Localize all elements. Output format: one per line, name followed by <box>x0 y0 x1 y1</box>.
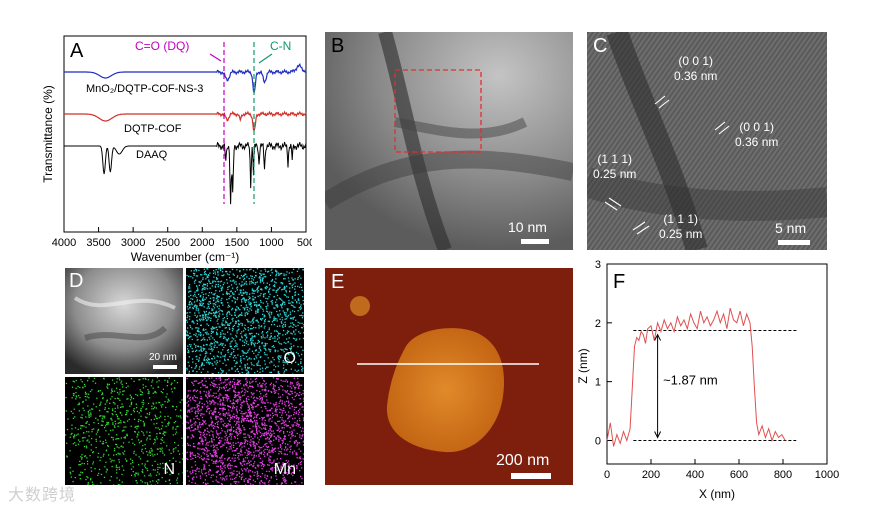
scale-label-b: 10 nm <box>508 219 547 235</box>
series-label-daaq: DAAQ <box>136 149 168 161</box>
x-tick-label: 600 <box>730 469 748 481</box>
lattice-d-3: 0.25 nm <box>593 167 637 181</box>
panel-a-ylabel: Transmittance (%) <box>41 85 55 183</box>
lattice-d-1: 0.36 nm <box>674 69 718 83</box>
lattice-d-4: 0.25 nm <box>659 227 703 241</box>
arrow-head-up <box>654 333 662 341</box>
scale-bar <box>153 365 177 369</box>
scale-bar <box>521 239 549 244</box>
y-tick-label: 1 <box>595 377 601 389</box>
lattice-markers <box>604 95 730 235</box>
panel-label-b: B <box>331 35 345 57</box>
height-annotation: ~1.87 nm <box>663 373 718 388</box>
map-label-n: N <box>163 461 175 478</box>
panel-f-frame <box>606 263 828 465</box>
x-tick-label: 2000 <box>190 237 214 249</box>
lattice-plane-1: (0 0 1) <box>678 54 714 68</box>
x-tick-label: 800 <box>774 469 792 481</box>
lattice-plane-4: (1 1 1) <box>663 212 699 226</box>
panel-b-tem-image: B 10 nm <box>325 32 573 250</box>
x-tick-label: 1500 <box>225 237 249 249</box>
series-line-mno2-cof <box>64 63 307 95</box>
panel-label-c: C <box>593 35 608 57</box>
series-line-daaq <box>64 141 307 205</box>
scale-bar <box>778 240 810 245</box>
x-tick-label: 2500 <box>155 237 179 249</box>
scale-label-e: 200 nm <box>496 452 550 469</box>
x-tick-label: 200 <box>642 469 660 481</box>
panel-label-d: D <box>69 270 84 292</box>
panel-d-map-n: N <box>65 377 183 485</box>
series-label-dqtp-cof: DQTP-COF <box>124 123 182 135</box>
y-tick-label: 0 <box>595 435 601 447</box>
panel-label-a: A <box>70 40 84 62</box>
panel-label-f: F <box>613 271 625 293</box>
x-tick-label: 400 <box>686 469 704 481</box>
panel-d-map-o: O <box>186 268 304 374</box>
panel-c-hrtem-image: C (0 0 1) 0.36 nm (0 0 1) 0.36 nm (1 1 1… <box>587 32 827 250</box>
annot-cn-arrow <box>258 53 273 64</box>
roi-box <box>394 69 482 153</box>
panel-label-e: E <box>331 271 345 293</box>
lattice-plane-2: (0 0 1) <box>739 120 775 134</box>
panel-a-frame <box>63 35 307 233</box>
lattice-annot-3: (1 1 1) 0.25 nm <box>593 152 636 182</box>
x-tick-label: 3500 <box>86 237 110 249</box>
x-tick-label: 0 <box>604 469 610 481</box>
annot-cn: C-N <box>270 39 291 53</box>
annot-dq: C=O (DQ) <box>135 39 189 53</box>
x-tick-label: 1000 <box>259 237 283 249</box>
annot-dq-arrow <box>209 53 222 62</box>
lattice-d-2: 0.36 nm <box>735 135 779 149</box>
scale-label-c: 5 nm <box>775 220 807 236</box>
panel-f-ylabel: Z (nm) <box>576 348 590 383</box>
x-tick-label: 1000 <box>815 469 839 481</box>
panel-a-ftir-chart: Transmittance (%) Wavenumber (cm⁻¹) 4000… <box>41 35 312 264</box>
panel-f-height-chart: 0 1 2 3 0 200 400 600 800 1000 Z (nm) X (nm) ~1.… <box>576 259 839 501</box>
panel-e-texture <box>325 268 573 485</box>
panel-c-texture <box>587 32 827 250</box>
x-tick-label: 4000 <box>52 237 76 249</box>
panel-d-map-mn: Mn <box>186 377 304 485</box>
lattice-annot-1: (0 0 1) 0.36 nm <box>674 54 717 84</box>
scale-label-d: 20 nm <box>149 352 177 363</box>
lattice-annot-2: (0 0 1) 0.36 nm <box>735 120 778 150</box>
lattice-plane-3: (1 1 1) <box>597 152 633 166</box>
panel-e-afm-image: E 200 nm <box>325 268 573 485</box>
watermark: 大数跨境 <box>8 485 77 504</box>
panel-a-xticks: 4000 3500 3000 2500 2000 1500 1000 500 <box>52 227 312 249</box>
lattice-annot-4: (1 1 1) 0.25 nm <box>659 212 702 242</box>
panel-f-xticks: 0 200 400 600 800 1000 <box>604 459 839 481</box>
panel-d-sem-image: D 20 nm <box>65 268 183 374</box>
map-label-mn: Mn <box>273 461 296 478</box>
series-line-dqtp-cof <box>64 110 307 132</box>
x-tick-label: 500 <box>297 237 312 249</box>
y-tick-label: 3 <box>595 259 601 271</box>
series-label-mno2-cof: MnO₂/DQTP-COF-NS-3 <box>86 83 203 95</box>
panel-a-xlabel: Wavenumber (cm⁻¹) <box>131 250 240 264</box>
arrow-head-down <box>654 431 662 439</box>
map-label-o: O <box>283 350 296 367</box>
series-line-height-profile <box>606 307 786 447</box>
x-tick-label: 3000 <box>121 237 145 249</box>
panel-f-yticks: 0 1 2 3 <box>595 259 612 447</box>
panel-b-texture <box>325 32 573 250</box>
y-tick-label: 2 <box>595 318 601 330</box>
scale-bar <box>511 473 551 479</box>
panel-f-xlabel: X (nm) <box>699 487 735 501</box>
